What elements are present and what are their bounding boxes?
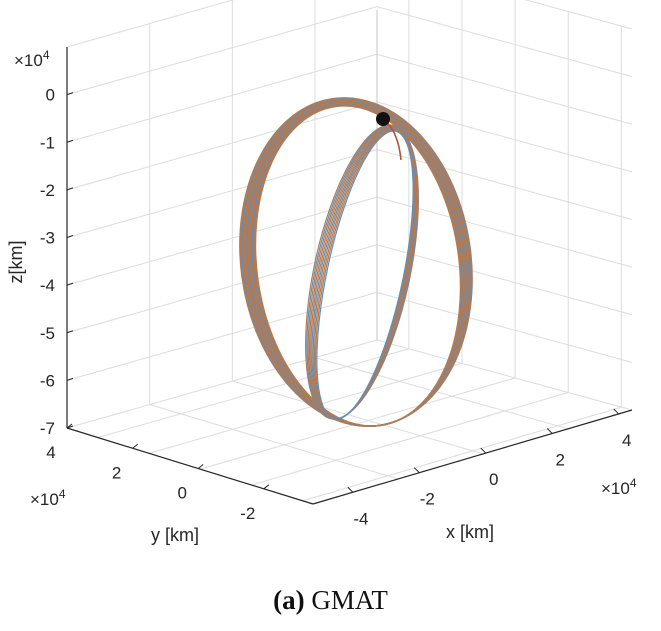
orbit-inner-loop bbox=[315, 129, 415, 420]
z-tick-labels: 0 -1 -2 -3 -4 -5 -6 -7 bbox=[40, 86, 74, 438]
orbit-inner-loop bbox=[316, 130, 414, 420]
orbit-outer-loop bbox=[241, 98, 472, 427]
axes-box bbox=[66, 10, 633, 505]
x-tick-label: 4 bbox=[622, 431, 631, 450]
z-tick-label: -4 bbox=[40, 276, 55, 295]
z-axis-label: z[km] bbox=[6, 241, 26, 284]
y-tick-label: 2 bbox=[112, 463, 121, 482]
caption-label: (a) bbox=[273, 585, 305, 615]
z-tick-label: -7 bbox=[40, 419, 55, 438]
orbit-trajectory bbox=[239, 97, 473, 427]
y-tick-labels: 4 2 0 -2 bbox=[46, 423, 270, 523]
x-exponent-label: ×104 bbox=[601, 476, 637, 498]
y-exponent-label: ×104 bbox=[30, 487, 66, 509]
z-tick-label: -5 bbox=[40, 324, 55, 343]
x-tick-labels: -4 -2 0 2 4 bbox=[347, 408, 631, 528]
y-axis-label: y [km] bbox=[151, 525, 199, 545]
orbit-outer-loop bbox=[244, 99, 469, 427]
figure-caption: (a) GMAT bbox=[0, 585, 661, 616]
orbit-outer-loop bbox=[239, 97, 473, 427]
caption-title: GMAT bbox=[311, 585, 388, 615]
orbit-outer-loop bbox=[245, 100, 469, 427]
x-tick-label: 2 bbox=[556, 451, 565, 470]
z-tick-label: -2 bbox=[40, 181, 55, 200]
x-axis-label: x [km] bbox=[446, 522, 494, 542]
z-tick-label: -3 bbox=[40, 229, 55, 248]
z-tick-label: -1 bbox=[40, 133, 55, 152]
x-tick-label: -4 bbox=[353, 509, 368, 528]
orbit-outer-loop bbox=[254, 105, 462, 427]
x-tick-label: 0 bbox=[489, 470, 498, 489]
spacecraft-marker bbox=[376, 112, 390, 126]
y-tick-label: 4 bbox=[46, 443, 55, 462]
y-tick-label: 0 bbox=[177, 484, 186, 503]
z-tick-label: 0 bbox=[46, 86, 55, 105]
grid bbox=[66, 0, 633, 505]
y-tick-label: -2 bbox=[240, 504, 255, 523]
x-tick-label: -2 bbox=[420, 490, 435, 509]
orbit-outer-loop bbox=[240, 97, 473, 427]
z-tick-label: -6 bbox=[40, 371, 55, 390]
z-exponent-label: ×104 bbox=[14, 48, 50, 70]
orbit-outer-loop bbox=[242, 98, 471, 427]
orbit-outer-loop bbox=[243, 99, 470, 427]
